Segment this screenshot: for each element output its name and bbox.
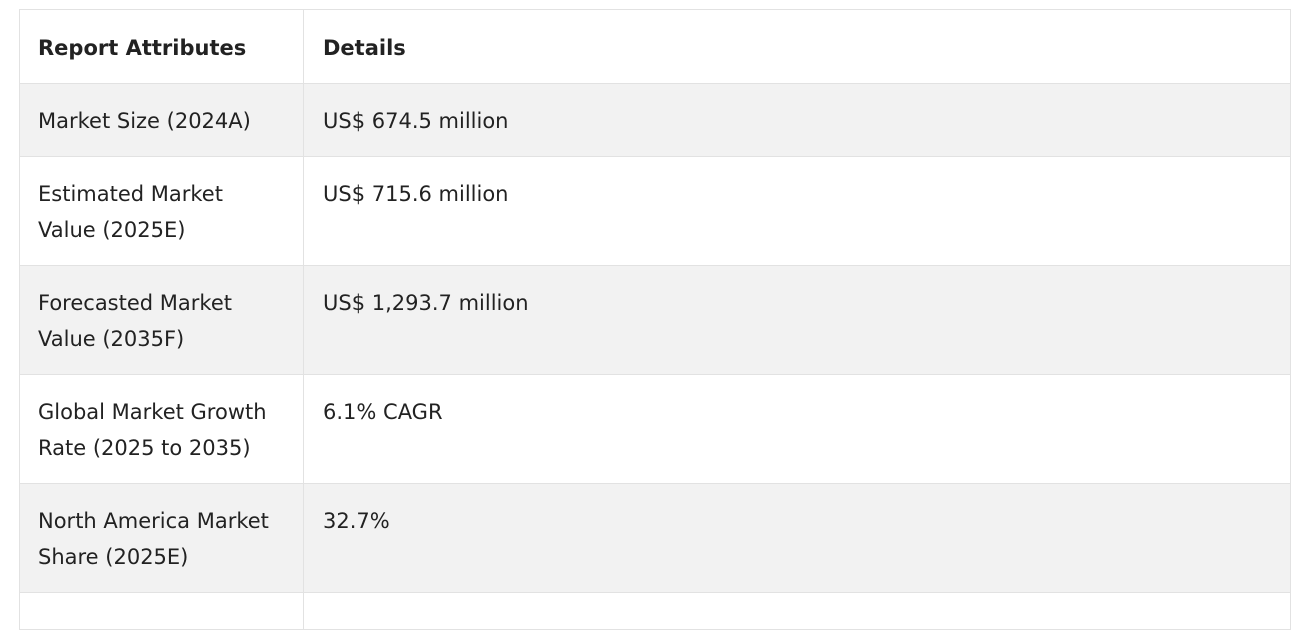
report-attributes-table-container: Report Attributes Details Market Size (2…	[19, 9, 1291, 630]
attribute-cell: North America Market Share (2025E)	[19, 483, 304, 593]
table-row: Forecasted Market Value (2035F) US$ 1,29…	[19, 265, 1291, 375]
attribute-cell	[19, 592, 304, 630]
attribute-cell: Global Market Growth Rate (2025 to 2035)	[19, 374, 304, 484]
detail-cell: US$ 715.6 million	[303, 156, 1291, 266]
attribute-cell: Market Size (2024A)	[19, 83, 304, 157]
table-row: Global Market Growth Rate (2025 to 2035)…	[19, 374, 1291, 484]
table-row: North America Market Share (2025E) 32.7%	[19, 483, 1291, 593]
detail-cell: 6.1% CAGR	[303, 374, 1291, 484]
table-header-row: Report Attributes Details	[19, 9, 1291, 84]
detail-cell: US$ 674.5 million	[303, 83, 1291, 157]
detail-cell: US$ 1,293.7 million	[303, 265, 1291, 375]
table-row: Estimated Market Value (2025E) US$ 715.6…	[19, 156, 1291, 266]
detail-cell: 32.7%	[303, 483, 1291, 593]
column-header-attributes: Report Attributes	[19, 9, 304, 84]
table-row	[19, 592, 1291, 630]
table-row: Market Size (2024A) US$ 674.5 million	[19, 83, 1291, 157]
detail-cell	[303, 592, 1291, 630]
attribute-cell: Forecasted Market Value (2035F)	[19, 265, 304, 375]
attribute-cell: Estimated Market Value (2025E)	[19, 156, 304, 266]
report-attributes-table: Report Attributes Details Market Size (2…	[19, 9, 1291, 630]
column-header-details: Details	[303, 9, 1291, 84]
